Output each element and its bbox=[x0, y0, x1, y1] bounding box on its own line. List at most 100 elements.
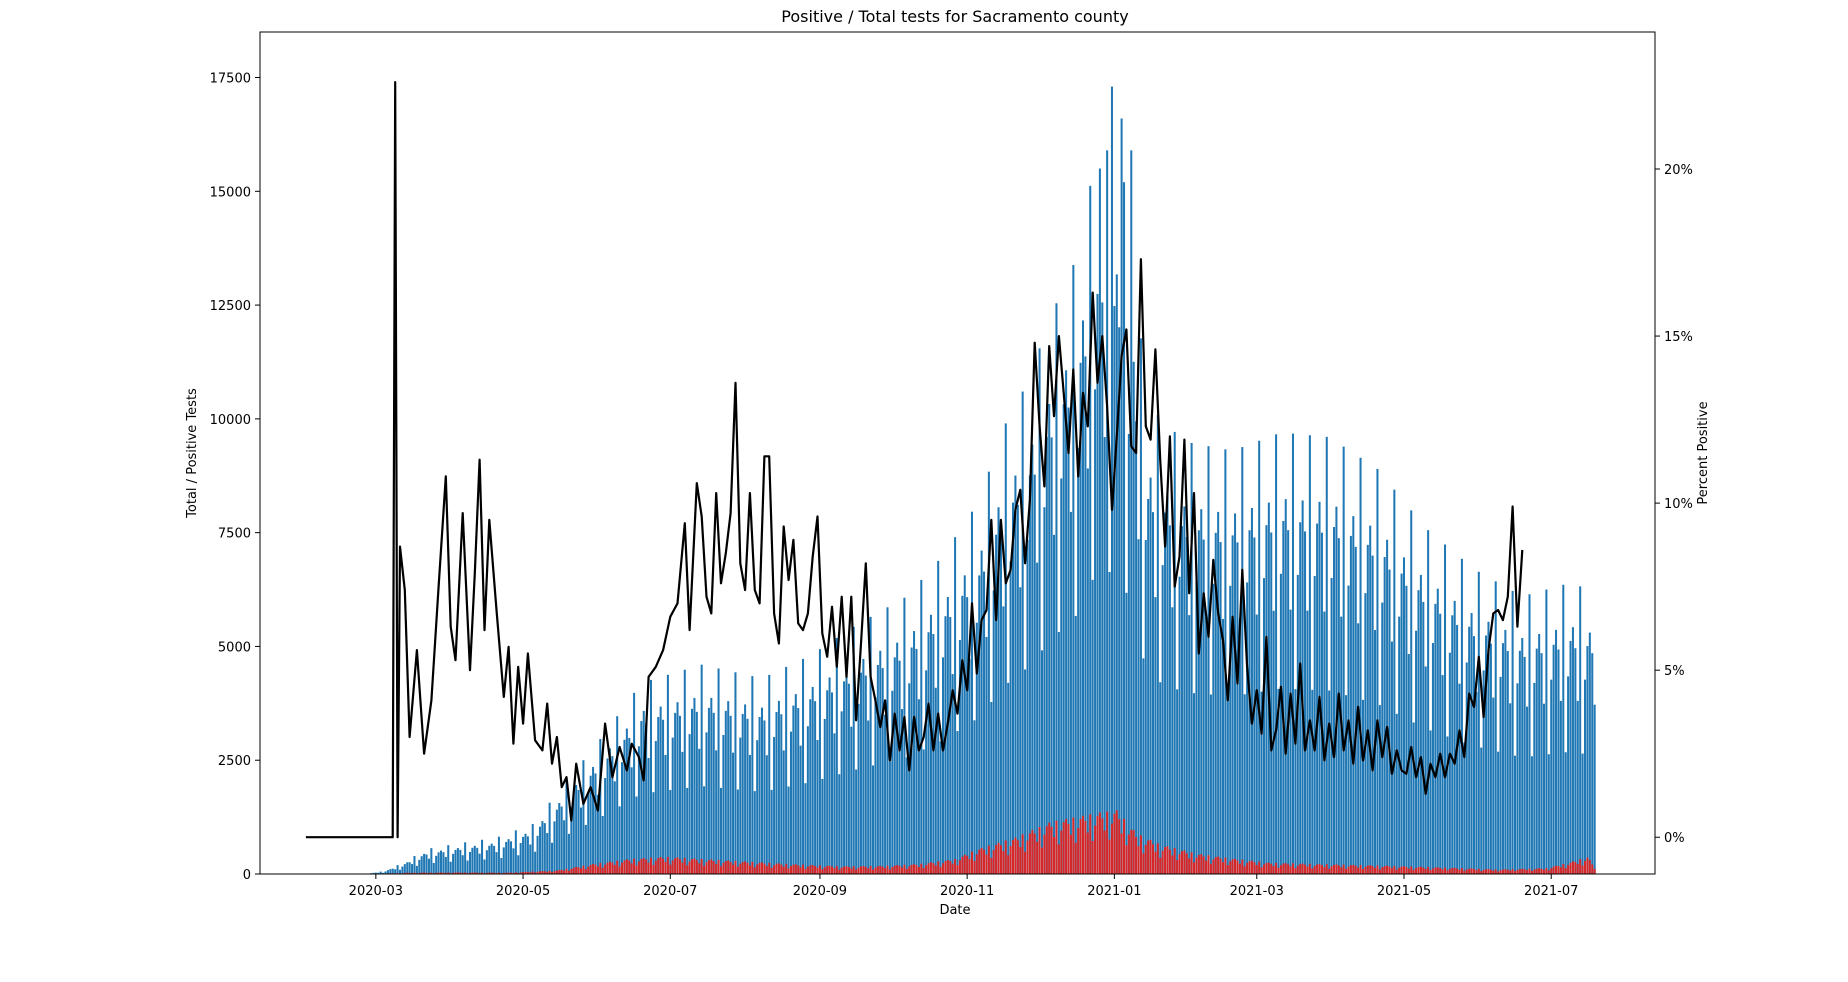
positive-tests-bar bbox=[1197, 854, 1200, 874]
positive-tests-bar bbox=[1521, 868, 1524, 874]
total-tests-bar bbox=[1036, 562, 1039, 874]
positive-tests-bar bbox=[1183, 850, 1186, 874]
total-tests-bar bbox=[493, 845, 496, 874]
total-tests-bar bbox=[787, 786, 790, 874]
positive-tests-bar bbox=[1108, 839, 1111, 874]
positive-tests-bar bbox=[763, 863, 766, 874]
total-tests-bar bbox=[1296, 574, 1299, 874]
positive-tests-bar bbox=[1190, 852, 1193, 874]
positive-tests-bar bbox=[633, 858, 636, 874]
positive-tests-bar bbox=[1258, 861, 1261, 874]
positive-tests-bar bbox=[572, 867, 575, 874]
positive-tests-bar bbox=[1431, 868, 1434, 874]
positive-tests-bar bbox=[1096, 816, 1099, 874]
positive-tests-bar bbox=[681, 862, 684, 874]
positive-tests-bar bbox=[1033, 833, 1036, 874]
total-tests-bar bbox=[1026, 539, 1029, 874]
positive-tests-bar bbox=[1164, 847, 1167, 874]
total-tests-bar bbox=[1106, 150, 1109, 875]
positive-tests-bar bbox=[526, 871, 529, 874]
total-tests-bar bbox=[1398, 616, 1401, 874]
total-tests-bar bbox=[1451, 615, 1454, 874]
positive-tests-bar bbox=[1308, 863, 1311, 874]
total-tests-bar bbox=[1200, 509, 1203, 874]
positive-tests-bar bbox=[732, 864, 735, 874]
total-tests-bar bbox=[1209, 694, 1212, 874]
total-tests-bar bbox=[1144, 540, 1147, 874]
positive-tests-bar bbox=[886, 865, 889, 874]
total-tests-bar bbox=[425, 854, 428, 874]
total-tests-bar bbox=[1492, 697, 1495, 874]
total-tests-bar bbox=[722, 734, 725, 874]
total-tests-bar bbox=[1441, 675, 1444, 874]
total-tests-bar bbox=[1151, 512, 1155, 874]
total-tests-bar bbox=[440, 850, 443, 874]
total-tests-bar bbox=[1275, 434, 1278, 874]
positive-tests-bar bbox=[1427, 866, 1430, 874]
positive-tests-bar bbox=[640, 859, 643, 874]
total-tests-bar bbox=[435, 855, 438, 874]
positive-tests-bar bbox=[671, 860, 674, 874]
total-tests-bar bbox=[1270, 532, 1273, 874]
total-tests-bar bbox=[1021, 391, 1024, 874]
positive-tests-bar bbox=[1224, 857, 1227, 874]
positive-tests-bar bbox=[1383, 866, 1386, 874]
positive-tests-bar bbox=[623, 860, 626, 874]
positive-tests-bar bbox=[1482, 869, 1485, 874]
total-tests-bar bbox=[471, 847, 474, 874]
total-tests-bar bbox=[1038, 348, 1041, 874]
positive-tests-bar bbox=[437, 872, 440, 874]
positive-tests-bar bbox=[1265, 862, 1268, 874]
total-tests-bar bbox=[789, 731, 792, 874]
positive-tests-bar bbox=[1472, 869, 1475, 874]
positive-tests-bar bbox=[1103, 830, 1106, 874]
total-tests-bar bbox=[1120, 118, 1123, 875]
positive-tests-bar bbox=[1074, 842, 1077, 874]
x-tick-label: 2020-11 bbox=[940, 884, 994, 899]
positive-tests-bar bbox=[1376, 865, 1379, 874]
total-tests-bar bbox=[859, 672, 862, 874]
total-tests-bar bbox=[536, 835, 539, 874]
total-tests-bar bbox=[1301, 500, 1304, 874]
total-tests-bar bbox=[1472, 636, 1475, 874]
positive-tests-bar bbox=[502, 872, 505, 874]
total-tests-bar bbox=[541, 821, 544, 874]
total-tests-bar bbox=[1417, 590, 1420, 874]
positive-tests-bar bbox=[538, 871, 541, 874]
positive-tests-bar bbox=[548, 870, 551, 874]
total-tests-bar bbox=[671, 737, 674, 874]
total-tests-bar bbox=[1429, 730, 1432, 874]
positive-tests-bar bbox=[794, 864, 797, 874]
positive-tests-bar bbox=[736, 866, 739, 874]
total-tests-bar bbox=[456, 848, 459, 874]
positive-tests-bar bbox=[1569, 862, 1572, 874]
positive-tests-bar bbox=[1410, 866, 1413, 874]
total-tests-bar bbox=[621, 762, 624, 874]
positive-tests-bar bbox=[1205, 860, 1208, 874]
positive-tests-bar bbox=[734, 860, 737, 874]
positive-tests-bar bbox=[1453, 867, 1456, 874]
positive-tests-bar bbox=[1137, 846, 1140, 874]
positive-tests-bar bbox=[1226, 865, 1229, 874]
total-tests-bar bbox=[464, 842, 467, 874]
total-tests-bar bbox=[551, 842, 554, 874]
positive-tests-bar bbox=[1067, 824, 1070, 874]
total-tests-bar bbox=[1207, 446, 1210, 874]
x-axis-label: Date bbox=[939, 903, 970, 918]
total-tests-bar bbox=[1574, 648, 1577, 874]
total-tests-bar bbox=[1586, 646, 1589, 874]
positive-tests-bar bbox=[773, 865, 776, 874]
total-tests-bar bbox=[857, 703, 860, 874]
total-tests-bar bbox=[478, 853, 481, 874]
total-tests-bar bbox=[1477, 571, 1480, 874]
total-tests-bar bbox=[1289, 609, 1292, 874]
total-tests-bar bbox=[623, 739, 626, 874]
positive-tests-bar bbox=[594, 864, 597, 874]
positive-tests-bar bbox=[1275, 862, 1278, 874]
total-tests-bar bbox=[1576, 700, 1579, 874]
total-tests-bar bbox=[1485, 635, 1488, 874]
positive-tests-bar bbox=[1209, 863, 1212, 874]
total-tests-bar bbox=[577, 789, 580, 874]
total-tests-bar bbox=[1555, 629, 1558, 874]
